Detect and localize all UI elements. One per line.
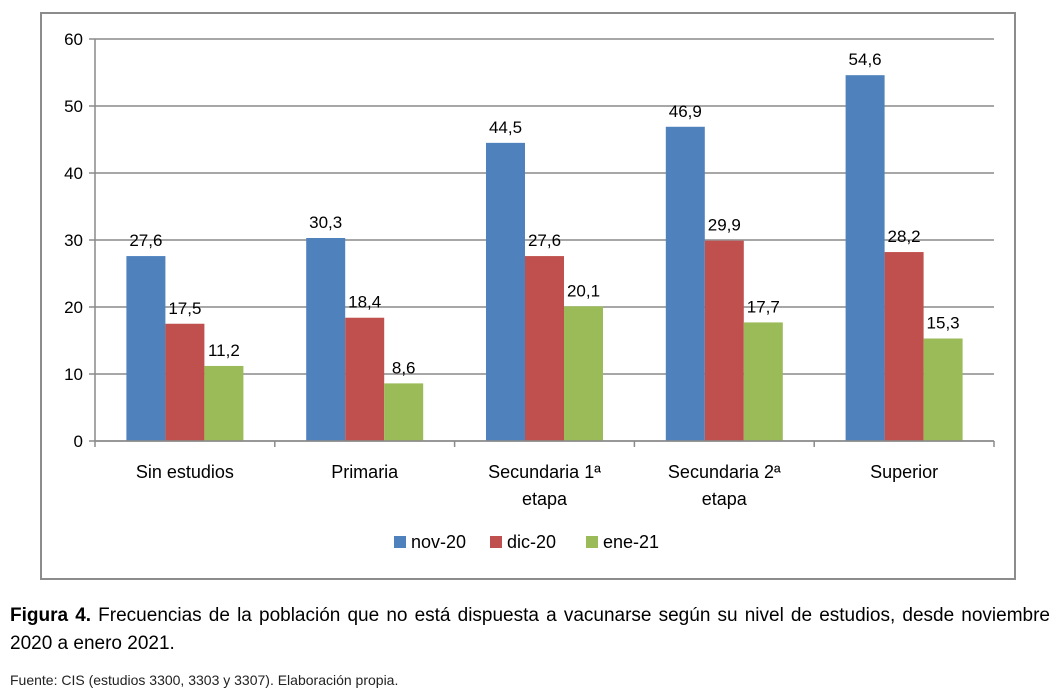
bar-dic-20 <box>165 323 205 441</box>
bar-chart: 0 10 20 30 40 50 60 27,6 17,5 11,2 Sin estudios 30,… <box>64 30 995 552</box>
bar-dic-20 <box>345 317 385 441</box>
data-label: 30,3 <box>309 213 342 232</box>
bar-nov-20 <box>665 126 705 442</box>
bar-ene-21 <box>204 365 244 441</box>
bar-ene-21 <box>743 322 783 441</box>
bar-dic-20 <box>704 240 744 441</box>
bar-ene-21 <box>923 338 963 441</box>
x-category-label: Secundaria 2ª <box>668 462 781 482</box>
data-label: 15,3 <box>927 313 960 332</box>
data-label: 18,4 <box>348 293 381 312</box>
legend-label: dic-20 <box>507 532 556 552</box>
figure-caption: Figura 4. Frecuencias de la población qu… <box>10 602 1050 658</box>
caption-text: Frecuencias de la población que no está … <box>10 605 1050 654</box>
data-label: 17,5 <box>168 299 201 318</box>
bar-dic-20 <box>884 252 924 441</box>
data-label: 27,6 <box>129 231 162 250</box>
data-label: 20,1 <box>567 281 600 300</box>
data-label: 28,2 <box>888 227 921 246</box>
data-label: 29,9 <box>708 216 741 235</box>
bar-dic-20 <box>525 256 564 441</box>
data-label: 17,7 <box>747 297 780 316</box>
legend-label: ene-21 <box>603 532 659 552</box>
source-note: Fuente: CIS (estudios 3300, 3303 y 3307)… <box>10 672 399 688</box>
chart-frame: 0 10 20 30 40 50 60 27,6 17,5 11,2 Sin estudios 30,… <box>40 12 1016 580</box>
data-label: 44,5 <box>489 118 522 137</box>
x-category-label: Superior <box>870 462 938 482</box>
data-label: 8,6 <box>392 358 416 377</box>
caption-label: Figura 4. <box>10 605 92 626</box>
y-tick-label: 30 <box>64 231 83 250</box>
x-category-label: Primaria <box>331 462 399 482</box>
bar-nov-20 <box>306 237 346 441</box>
bar-ene-21 <box>384 383 424 441</box>
x-category-label: etapa <box>702 489 748 509</box>
y-tick-label: 20 <box>64 298 83 317</box>
legend-swatch-dic-20 <box>490 536 502 548</box>
x-category-label: etapa <box>522 489 568 509</box>
legend-swatch-ene-21 <box>586 536 598 548</box>
x-category-label: Secundaria 1ª <box>488 462 601 482</box>
y-tick-label: 50 <box>64 97 83 116</box>
data-label: 54,6 <box>849 50 882 69</box>
data-label: 11,2 <box>208 341 240 360</box>
bar-ene-21 <box>564 306 603 441</box>
bar-nov-20 <box>486 142 525 441</box>
y-tick-label: 40 <box>64 164 83 183</box>
y-tick-label: 0 <box>74 432 83 451</box>
legend-swatch-nov-20 <box>394 536 406 548</box>
bar-nov-20 <box>126 256 166 441</box>
y-tick-label: 60 <box>64 30 83 49</box>
legend-label: nov-20 <box>411 532 466 552</box>
y-tick-label: 10 <box>64 365 83 384</box>
x-category-label: Sin estudios <box>136 462 234 482</box>
bar-nov-20 <box>845 75 885 442</box>
data-label: 27,6 <box>528 231 561 250</box>
data-label: 46,9 <box>669 102 702 121</box>
